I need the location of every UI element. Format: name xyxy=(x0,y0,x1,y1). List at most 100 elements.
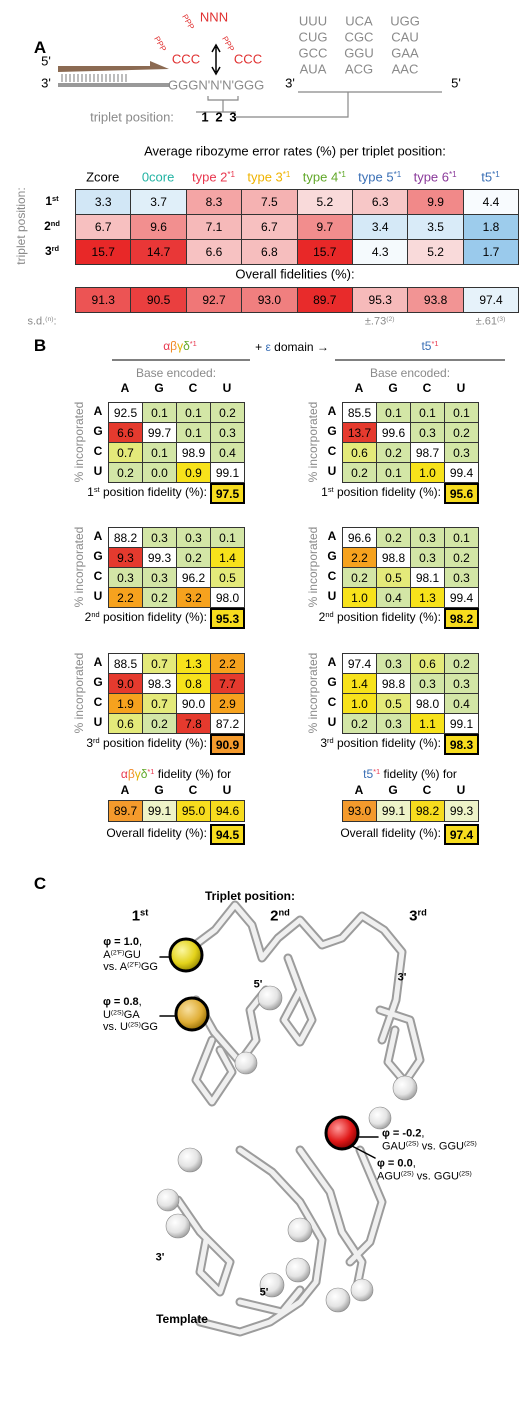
table-cell: 0.1 xyxy=(176,402,211,423)
superscript: (2S) xyxy=(406,1140,419,1147)
table-cell: 93.0 xyxy=(342,800,377,822)
superscript: rd xyxy=(52,244,59,253)
table-cell: 1.0 xyxy=(342,693,377,714)
text-part: 1 xyxy=(321,485,328,499)
table-cell: 91.3 xyxy=(75,287,131,313)
template-strand xyxy=(58,83,170,87)
table-cell: 92.7 xyxy=(186,287,242,313)
table-cell: 96.2 xyxy=(176,567,211,588)
table-cell: 9.9 xyxy=(407,189,463,215)
fidelity-label: 1st position fidelity (%): xyxy=(321,486,441,500)
base-header: G xyxy=(388,382,397,396)
table-cell: 88.5 xyxy=(108,653,143,674)
table-cell: 0.7 xyxy=(142,653,177,674)
superscript: *1 xyxy=(373,767,380,776)
base-header: C xyxy=(189,382,198,396)
text-part: GG xyxy=(141,1021,158,1033)
codon: UCA xyxy=(345,15,372,30)
table-cell: 99.3 xyxy=(142,547,177,568)
table-cell: 99.6 xyxy=(376,422,411,443)
table-cell: 0.9 xyxy=(176,462,211,483)
table-cell: 0.3 xyxy=(410,547,445,568)
axis-label: % incorporated xyxy=(73,527,87,608)
text-part: 3 xyxy=(45,244,52,258)
table-cell: 1.4 xyxy=(342,673,377,694)
superscript: *1 xyxy=(449,170,457,179)
row-base-label: U xyxy=(328,590,337,604)
row-base-label: C xyxy=(328,696,337,710)
codon: AUA xyxy=(300,63,327,78)
table-cell: 7.1 xyxy=(186,214,242,240)
text-part: t5 xyxy=(363,767,373,781)
table-cell: 0.7 xyxy=(108,442,143,463)
superscript: (2S) xyxy=(401,1170,414,1177)
table-cell: 0.1 xyxy=(142,442,177,463)
column-header: type 4*1 xyxy=(303,171,346,186)
table-cell: 99.4 xyxy=(444,462,479,483)
table-cell: 96.6 xyxy=(342,527,377,548)
table-cell: 2.2 xyxy=(108,587,143,608)
table-cell: 15.7 xyxy=(297,239,353,265)
table-cell: 6.6 xyxy=(186,239,242,265)
row-header: 2nd xyxy=(44,220,60,234)
superscript: (2S) xyxy=(128,1022,141,1029)
codon: GCC xyxy=(299,47,328,62)
table-cell: 0.3 xyxy=(444,673,479,694)
triplet-number: 1 xyxy=(201,111,208,126)
sd-value: ±.73(2) xyxy=(365,316,395,329)
table-cell: 97.5 xyxy=(210,483,245,504)
table-cell: 85.5 xyxy=(342,402,377,423)
panel-label: B xyxy=(34,336,46,356)
table-cell: 90.9 xyxy=(210,734,245,755)
position-header: 1st xyxy=(132,907,149,924)
text-part: AGU xyxy=(377,1170,401,1182)
row-base-label: A xyxy=(328,405,337,419)
table-cell: 1.8 xyxy=(463,214,519,240)
text-part: GA xyxy=(124,1009,140,1021)
table-cell: 3.7 xyxy=(130,189,186,215)
strand-end: 5' xyxy=(451,77,461,92)
table-cell: 0.2 xyxy=(444,547,479,568)
double-arrow xyxy=(212,45,220,74)
text-part: s.d. xyxy=(27,316,45,328)
table-cell: 0.4 xyxy=(444,693,479,714)
text-line: vs. A(2'F)GG xyxy=(103,961,158,974)
incoming-triplet: NNN xyxy=(200,11,228,26)
table-cell: 0.6 xyxy=(342,442,377,463)
text-part: 2 xyxy=(319,610,326,624)
table-cell: 99.1 xyxy=(142,800,177,822)
table-cell: 98.1 xyxy=(410,567,445,588)
row-base-label: U xyxy=(94,465,103,479)
column-header: type 6*1 xyxy=(414,171,457,186)
text-part: , xyxy=(139,996,142,1008)
superscript: nd xyxy=(325,610,333,619)
strand-end: 3' xyxy=(285,77,295,92)
text-part: 3 xyxy=(320,736,327,750)
primer-end: CCC xyxy=(172,53,200,68)
table-cell: 98.8 xyxy=(376,673,411,694)
base-header: A xyxy=(355,784,364,798)
table-cell: 3.5 xyxy=(407,214,463,240)
table-cell: 2.2 xyxy=(342,547,377,568)
table-cell: 0.1 xyxy=(376,462,411,483)
text-part: position fidelity (%): xyxy=(334,610,441,624)
table-cell: 99.1 xyxy=(210,462,245,483)
text-part: vs. GGU xyxy=(414,1170,459,1182)
text-part: φ = 1.0 xyxy=(103,936,139,948)
fidelity-label: 2nd position fidelity (%): xyxy=(319,611,441,625)
codon: GAA xyxy=(391,47,418,62)
row-base-label: U xyxy=(94,716,103,730)
text-part: , xyxy=(421,1127,424,1139)
encoded-label: Base encoded: xyxy=(370,367,450,381)
text-part: t5 xyxy=(481,170,492,185)
text-part: type 4 xyxy=(303,170,338,185)
table-cell: 93.0 xyxy=(241,287,297,313)
table-cell: 0.1 xyxy=(142,402,177,423)
axis-label: triplet position: xyxy=(15,187,29,264)
text-part: type 5 xyxy=(358,170,393,185)
axis-label: % incorporated xyxy=(73,402,87,483)
table-cell: 6.7 xyxy=(75,214,131,240)
text-part: ±.61 xyxy=(476,316,497,328)
table-cell: 1.4 xyxy=(210,547,245,568)
